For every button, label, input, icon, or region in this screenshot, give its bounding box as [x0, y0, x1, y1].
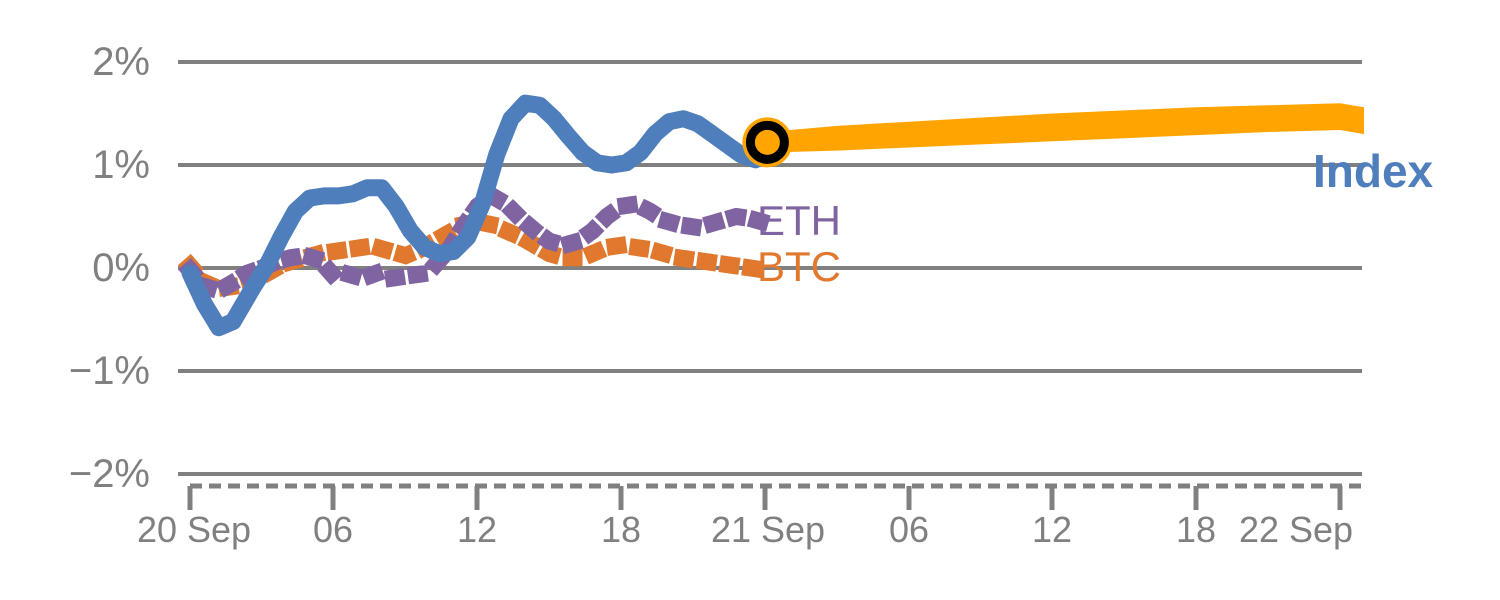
ytick-label-neg1pct: −1%: [68, 349, 150, 393]
xtick-label-3: 18: [600, 509, 642, 550]
series-label-btc: BTC: [757, 243, 841, 290]
xtick-label-7: 18: [1175, 509, 1217, 550]
ytick-label-1pct: 1%: [92, 143, 150, 187]
xtick-label-0: 20 Sep: [136, 509, 252, 550]
xtick-label-4: 21 Sep: [710, 509, 826, 550]
series-label-index: Index: [1313, 145, 1434, 197]
series-label-eth: ETH: [757, 197, 841, 244]
series-index-forecast-band: [767, 103, 1364, 153]
xtick-label-6: 12: [1031, 509, 1073, 550]
current-value-marker[interactable]: [742, 117, 793, 168]
xtick-label-8: 22 Sep: [1238, 509, 1354, 550]
ytick-label-2pct: 2%: [92, 40, 150, 84]
xtick-label-5: 06: [888, 509, 930, 550]
xtick-label-2: 12: [456, 509, 498, 550]
ytick-label-0pct: 0%: [92, 246, 150, 290]
xtick-label-1: 06: [312, 509, 354, 550]
ytick-label-neg2pct: −2%: [68, 452, 150, 496]
series-index: [181, 94, 776, 337]
x-axis-major-ticks: [187, 486, 1343, 510]
